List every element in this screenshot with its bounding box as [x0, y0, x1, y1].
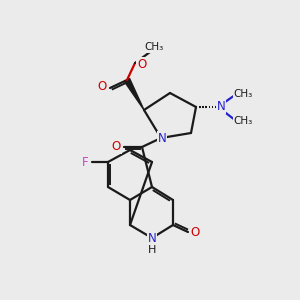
Text: CH₃: CH₃ [144, 42, 164, 52]
Text: N: N [148, 232, 156, 245]
Text: CH₃: CH₃ [233, 89, 253, 99]
Text: O: O [137, 58, 147, 70]
Polygon shape [124, 79, 144, 110]
Text: CH₃: CH₃ [233, 116, 253, 126]
Text: O: O [111, 140, 121, 154]
Text: N: N [217, 100, 225, 113]
Text: N: N [158, 131, 166, 145]
Text: H: H [148, 245, 156, 255]
Text: O: O [190, 226, 200, 238]
Text: F: F [82, 155, 88, 169]
Text: O: O [98, 80, 106, 92]
